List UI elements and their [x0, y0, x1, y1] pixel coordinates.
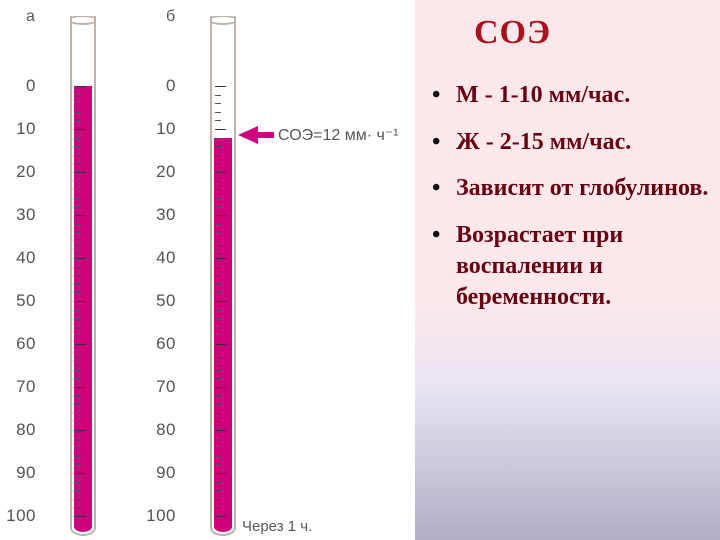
scale-label: 80: [16, 420, 36, 440]
bullet-item: Возрастает при воспалении и беременности…: [430, 220, 710, 312]
scale-label: 100: [6, 506, 36, 526]
text-block: СОЭ М - 1-10 мм/час. Ж - 2-15 мм/час. За…: [430, 14, 710, 328]
arrow-tail-icon: [258, 132, 274, 138]
scale-label: 10: [16, 119, 36, 139]
scale-label: 80: [156, 420, 176, 440]
tube-b-fill: [214, 138, 232, 532]
scale-label: 90: [156, 463, 176, 483]
scale-label: 0: [166, 76, 176, 96]
esr-figure: а 0 10 20 30 40 50 60 70 80 90 100 б 0 10 20 30 40 50 60…: [0, 0, 415, 540]
scale-label: 100: [146, 506, 176, 526]
bullet-item: М - 1-10 мм/час.: [430, 80, 710, 111]
scale-label: 60: [16, 334, 36, 354]
scale-label: 10: [156, 119, 176, 139]
tube-b: [210, 16, 236, 536]
scale-label: 30: [156, 205, 176, 225]
esr-arrow: СОЭ=12 мм· ч⁻¹: [238, 125, 399, 145]
tube-b-rim: [210, 16, 236, 25]
arrow-head-icon: [238, 126, 258, 144]
scale-label: 60: [156, 334, 176, 354]
tube-b-label: б: [166, 8, 175, 26]
scale-label: 70: [16, 377, 36, 397]
tube-a-rim: [70, 16, 96, 25]
slide: а 0 10 20 30 40 50 60 70 80 90 100 б 0 10 20 30 40 50 60…: [0, 0, 720, 540]
scale-label: 20: [16, 162, 36, 182]
scale-label: 50: [16, 291, 36, 311]
scale-label: 50: [156, 291, 176, 311]
scale-label: 70: [156, 377, 176, 397]
scale-label: 20: [156, 162, 176, 182]
bullet-list: М - 1-10 мм/час. Ж - 2-15 мм/час. Зависи…: [430, 80, 710, 312]
slide-title: СОЭ: [474, 14, 710, 52]
esr-arrow-label: СОЭ=12 мм· ч⁻¹: [278, 125, 399, 145]
figure-caption: Через 1 ч.: [242, 518, 312, 535]
tube-a-fill: [74, 86, 92, 532]
scale-label: 0: [26, 76, 36, 96]
bullet-item: Ж - 2-15 мм/час.: [430, 127, 710, 158]
scale-label: 40: [156, 248, 176, 268]
scale-label: 30: [16, 205, 36, 225]
scale-label: 40: [16, 248, 36, 268]
bullet-item: Зависит от глобулинов.: [430, 173, 710, 204]
tube-a-label: а: [26, 8, 35, 26]
scale-label: 90: [16, 463, 36, 483]
tube-a: [70, 16, 96, 536]
